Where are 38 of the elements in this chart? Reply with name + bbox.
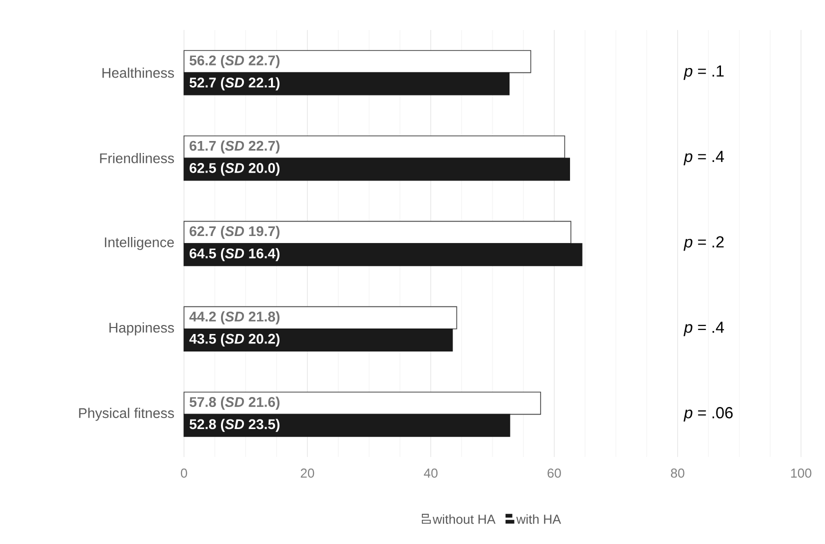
x-tick-label: 80	[670, 468, 684, 478]
bar	[184, 72, 510, 96]
y-tick-label: Happiness	[109, 322, 174, 336]
bar	[184, 136, 566, 159]
bar	[184, 306, 458, 330]
x-tick-label: 20	[300, 468, 314, 478]
legend-label: with HA	[516, 514, 562, 524]
bar	[184, 414, 510, 437]
bar	[184, 158, 570, 181]
annotation: p = .2	[684, 236, 724, 251]
y-tick-label: Intelligence	[104, 236, 174, 250]
data-label: 57.8 (SD 21.6)	[190, 396, 280, 410]
data-label: 44.2 (SD 21.8)	[189, 311, 280, 324]
annotation: p = .4	[684, 322, 724, 336]
annotation: p = .06	[684, 407, 733, 422]
x-tick-label: 100	[791, 468, 812, 478]
data-label: 62.5 (SD 20.0)	[190, 162, 280, 176]
y-tick-label: Healthiness	[102, 68, 174, 78]
annotation: p = .4	[684, 150, 724, 166]
data-label: 43.5 (SD 20.2)	[189, 333, 280, 347]
x-tick-label: 0	[180, 468, 188, 478]
annotation: p = .1	[684, 66, 724, 80]
data-label: 62.7 (SD 19.7)	[190, 226, 280, 239]
data-label: 61.7 (SD 22.7)	[190, 140, 280, 154]
data-label: 64.5 (SD 16.4)	[190, 248, 280, 262]
legend-label: without HA	[432, 514, 496, 524]
x-tick-label: 60	[548, 468, 561, 478]
y-tick-label: Friendliness	[100, 152, 174, 164]
bar	[184, 50, 532, 74]
y-tick-label: Physical fitness	[79, 408, 174, 421]
data-label: 52.7 (SD 22.1)	[190, 77, 280, 90]
data-label: 56.2 (SD 22.7)	[190, 55, 280, 68]
bar	[184, 243, 582, 266]
bar	[184, 220, 572, 244]
bar	[184, 392, 542, 415]
x-tick-label: 40	[424, 468, 438, 478]
data-label: 52.8 (SD 23.5)	[190, 418, 280, 432]
bar	[184, 328, 453, 352]
